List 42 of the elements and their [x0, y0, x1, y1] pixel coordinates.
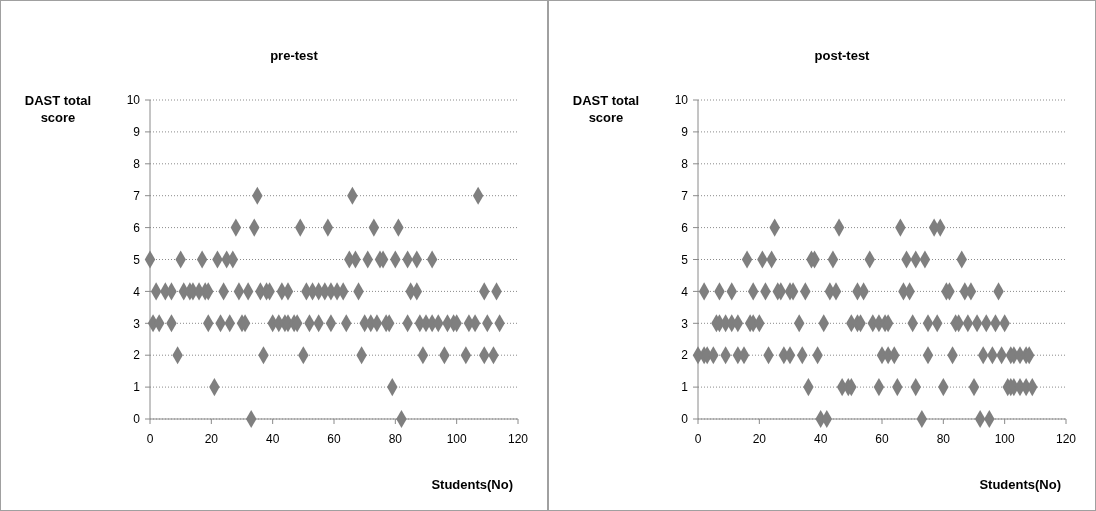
y-tick-label: 3 [133, 316, 141, 331]
x-tick-label: 20 [204, 432, 219, 446]
chart-title: pre-test [270, 48, 319, 63]
y-tick-label: 1 [133, 380, 141, 395]
y-tick-label: 2 [133, 348, 141, 363]
y-tick-label: 1 [681, 380, 689, 395]
y-tick-label: 0 [133, 412, 141, 427]
x-tick-label: 60 [327, 432, 341, 446]
x-tick-label: 100 [446, 432, 467, 446]
x-tick-label: 120 [1055, 432, 1077, 446]
y-tick-label: 8 [681, 157, 689, 171]
y-tick-label: 7 [681, 188, 689, 203]
y-tick-label: 8 [133, 157, 141, 171]
y-tick-label: 4 [681, 284, 689, 299]
x-tick-label: 120 [507, 432, 529, 446]
y-tick-label: 0 [681, 412, 689, 427]
y-tick-label: 9 [681, 125, 689, 140]
y-tick-label: 7 [133, 188, 141, 203]
y-tick-label: 6 [681, 220, 689, 235]
y-tick-label: 4 [133, 284, 141, 299]
chart-title: post-test [814, 48, 871, 63]
y-tick-label: 10 [126, 93, 141, 108]
y-tick-label: 10 [674, 93, 689, 108]
y-axis-title: DAST total score [24, 93, 92, 125]
x-tick-label: 20 [752, 432, 767, 446]
x-tick-label: 80 [388, 432, 403, 446]
y-tick-label: 5 [133, 252, 141, 267]
x-axis-title: Students(No) [979, 477, 1061, 492]
x-tick-label: 0 [694, 432, 702, 446]
x-tick-label: 100 [994, 432, 1015, 446]
x-tick-label: 40 [265, 432, 280, 446]
x-axis-title: Students(No) [431, 477, 513, 492]
y-tick-label: 6 [133, 220, 141, 235]
x-tick-label: 40 [813, 432, 828, 446]
y-tick-label: 3 [681, 316, 689, 331]
x-tick-label: 80 [936, 432, 951, 446]
y-axis-title: DAST total score [572, 93, 640, 125]
y-tick-label: 2 [681, 348, 689, 363]
x-tick-label: 0 [146, 432, 154, 446]
y-tick-label: 5 [681, 252, 689, 267]
x-tick-label: 60 [875, 432, 889, 446]
y-tick-label: 9 [133, 125, 141, 140]
